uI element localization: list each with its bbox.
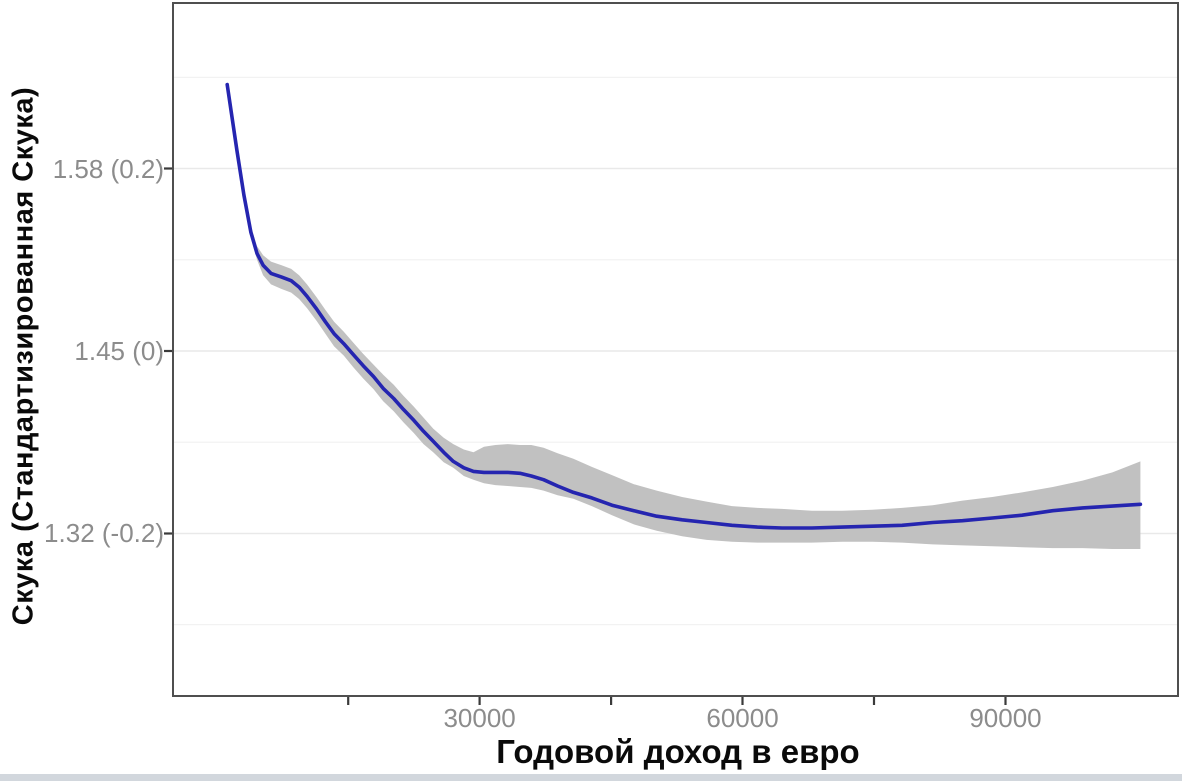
x-tick-label: 30000 — [443, 703, 516, 733]
plot-panel — [164, 2, 1179, 705]
y-tick-label: 1.58 (0.2) — [52, 153, 164, 184]
trend-line — [225, 82, 1143, 530]
x-axis-title: Годовой доход в евро — [496, 733, 860, 770]
confidence-band — [227, 81, 1141, 550]
bottom-strip — [0, 774, 1182, 781]
x-tick-label: 90000 — [969, 703, 1042, 733]
y-tick-label: 1.32 (-0.2) — [44, 518, 164, 549]
x-tick-label: 60000 — [706, 703, 779, 733]
panel-border — [172, 2, 1179, 697]
y-tick-label: 1.45 (0) — [74, 336, 164, 366]
